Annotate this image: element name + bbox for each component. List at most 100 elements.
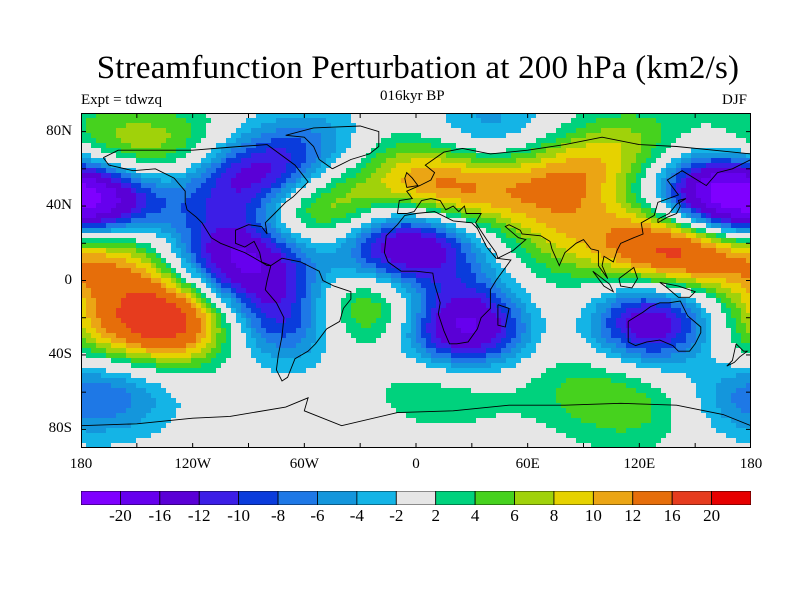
contour-cell [256, 133, 262, 139]
season-label: DJF [722, 92, 748, 108]
contour-cell [586, 148, 592, 154]
contour-cell [326, 168, 332, 174]
contour-cell [581, 208, 587, 214]
contour-cell [726, 163, 732, 169]
contour-cell [196, 178, 202, 184]
contour-cell [671, 193, 677, 199]
contour-cell [681, 248, 687, 254]
contour-cell [671, 268, 677, 274]
contour-cell [526, 133, 532, 139]
contour-cell [421, 268, 427, 274]
contour-cell [496, 128, 502, 134]
contour-cell [106, 278, 112, 284]
contour-cell [426, 128, 432, 134]
contour-cell [236, 238, 242, 244]
contour-cell [721, 173, 727, 179]
contour-cell [131, 188, 137, 194]
contour-cell [471, 258, 477, 264]
contour-cell [741, 293, 747, 299]
contour-cell [146, 158, 152, 164]
contour-cell [521, 118, 527, 124]
contour-cell [356, 258, 362, 264]
contour-cell [401, 223, 407, 229]
contour-cell [126, 203, 132, 209]
contour-cell [601, 218, 607, 224]
contour-cell [361, 238, 367, 244]
contour-cell [676, 243, 682, 249]
contour-cell [136, 188, 142, 194]
contour-cell [501, 248, 507, 254]
contour-cell [611, 133, 617, 139]
contour-cell [286, 153, 292, 159]
contour-cell [361, 283, 367, 289]
contour-cell [606, 183, 612, 189]
contour-cell [271, 228, 277, 234]
lon-tick-label: 180 [69, 456, 93, 472]
contour-cell [591, 278, 597, 284]
contour-cell [476, 128, 482, 134]
contour-cell [421, 138, 427, 144]
contour-cell [446, 123, 452, 129]
contour-cell [351, 268, 357, 274]
contour-cell [186, 118, 192, 124]
contour-cell [261, 278, 267, 284]
contour-cell [276, 178, 282, 184]
contour-cell [206, 293, 212, 299]
contour-cell [101, 233, 107, 239]
contour-cell [601, 233, 607, 239]
contour-cell [466, 288, 472, 294]
contour-cell [621, 123, 627, 129]
contour-cell [596, 158, 602, 164]
contour-cell [186, 213, 192, 219]
contour-cell [571, 193, 577, 199]
contour-cell [631, 188, 637, 194]
contour-cell [366, 223, 372, 229]
contour-cell [401, 253, 407, 259]
contour-cell [241, 158, 247, 164]
contour-cell [361, 198, 367, 204]
contour-cell [566, 263, 572, 269]
contour-cell [271, 173, 277, 179]
contour-cell [651, 123, 657, 129]
contour-cell [331, 113, 337, 119]
contour-cell [661, 158, 667, 164]
contour-cell [536, 148, 542, 154]
contour-cell [526, 238, 532, 244]
contour-cell [436, 293, 442, 299]
contour-cell [611, 288, 617, 294]
contour-cell [341, 188, 347, 194]
contour-cell [616, 173, 622, 179]
contour-cell [746, 213, 751, 219]
contour-cell [611, 168, 617, 174]
contour-cell [191, 258, 197, 264]
contour-cell [91, 268, 97, 274]
contour-cell [506, 233, 512, 239]
contour-cell [436, 203, 442, 209]
contour-cell [611, 208, 617, 214]
contour-cell [436, 253, 442, 259]
contour-cell [326, 123, 332, 129]
contour-cell [151, 128, 157, 134]
contour-cell [391, 183, 397, 189]
contour-cell [676, 168, 682, 174]
contour-cell [196, 188, 202, 194]
contour-cell [366, 203, 372, 209]
contour-cell [716, 238, 722, 244]
contour-cell [151, 228, 157, 234]
contour-cell [721, 158, 727, 164]
contour-cell [506, 118, 512, 124]
contour-cell [136, 278, 142, 284]
contour-cell [421, 243, 427, 249]
contour-cell [541, 168, 547, 174]
contour-cell [256, 273, 262, 279]
contour-cell [451, 143, 457, 149]
contour-cell [681, 123, 687, 129]
contour-cell [331, 238, 337, 244]
contour-cell [386, 288, 392, 294]
contour-cell [641, 128, 647, 134]
contour-cell [106, 208, 112, 214]
contour-cell [526, 188, 532, 194]
contour-cell [421, 123, 427, 129]
contour-cell [116, 163, 122, 169]
contour-cell [166, 288, 172, 294]
